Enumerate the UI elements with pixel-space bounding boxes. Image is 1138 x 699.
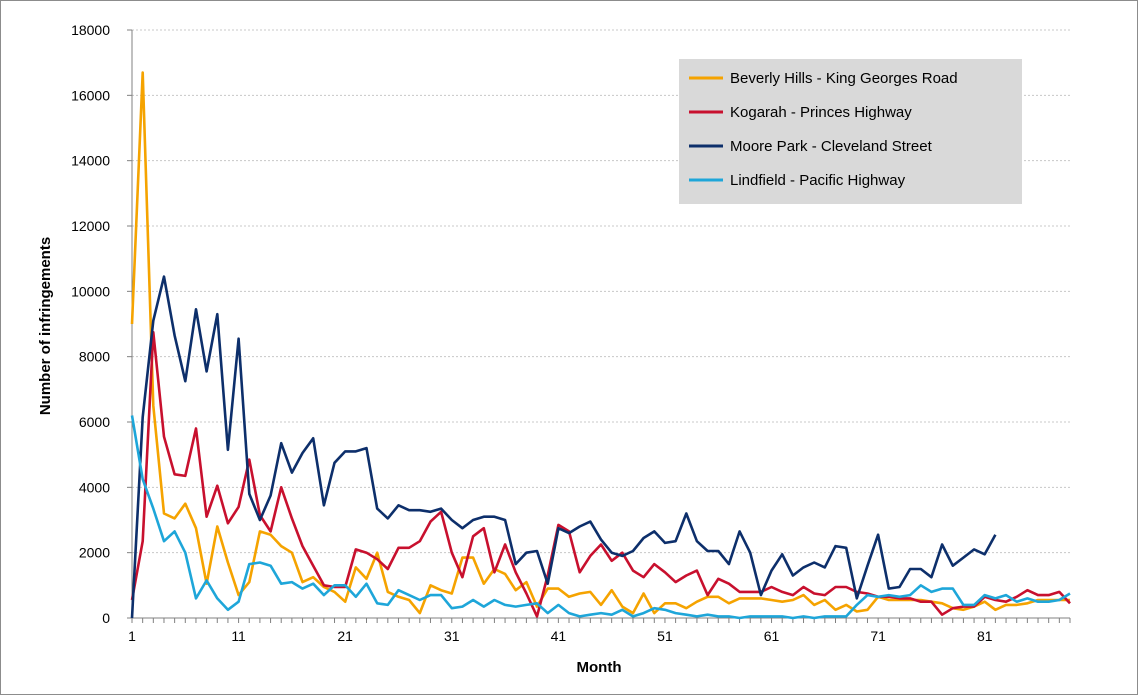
series-line-2: [130, 330, 1071, 618]
legend-label: Kogarah - Princes Highway: [730, 104, 912, 121]
x-tick-label: 31: [444, 628, 460, 644]
x-tick-label: 71: [870, 628, 886, 644]
y-tick-label: 0: [102, 610, 110, 626]
y-axis-ticks: 0 2000 4000 6000 8000 10000 12000 14000 16000 180…: [71, 22, 132, 626]
y-tick-label: 2000: [79, 545, 110, 561]
y-tick-label: 12000: [71, 218, 110, 234]
x-axis-title: Month: [577, 659, 622, 676]
legend-label: Moore Park - Cleveland Street: [730, 138, 933, 155]
x-tick-label: 11: [231, 628, 246, 644]
series-line-4: [130, 415, 1071, 620]
x-tick-label: 1: [128, 628, 136, 644]
y-tick-label: 14000: [71, 153, 110, 169]
legend-box: [679, 59, 1022, 204]
y-tick-label: 18000: [71, 22, 110, 38]
y-tick-label: 4000: [79, 479, 110, 495]
y-tick-label: 8000: [79, 349, 110, 365]
series-line-3: [130, 275, 997, 619]
legend-label: Beverly Hills - King Georges Road: [730, 70, 958, 87]
legend-label: Lindfield - Pacific Highway: [730, 172, 906, 189]
y-tick-label: 10000: [71, 283, 110, 299]
x-tick-label: 51: [657, 628, 673, 644]
gridlines: [132, 29, 1070, 554]
y-axis-title: Number of infringements: [37, 237, 54, 415]
series-lines: [130, 71, 1071, 620]
legend: Beverly Hills - King Georges Road Kogarah…: [679, 59, 1022, 204]
x-tick-label: 81: [977, 628, 993, 644]
y-tick-label: 6000: [79, 414, 110, 430]
x-tick-label: 21: [337, 628, 353, 644]
x-axis-ticks: 1 11 21 31 41 51 61 71 81: [128, 618, 1071, 644]
y-tick-label: 16000: [71, 87, 110, 103]
x-tick-label: 41: [551, 628, 567, 644]
x-tick-label: 61: [764, 628, 780, 644]
